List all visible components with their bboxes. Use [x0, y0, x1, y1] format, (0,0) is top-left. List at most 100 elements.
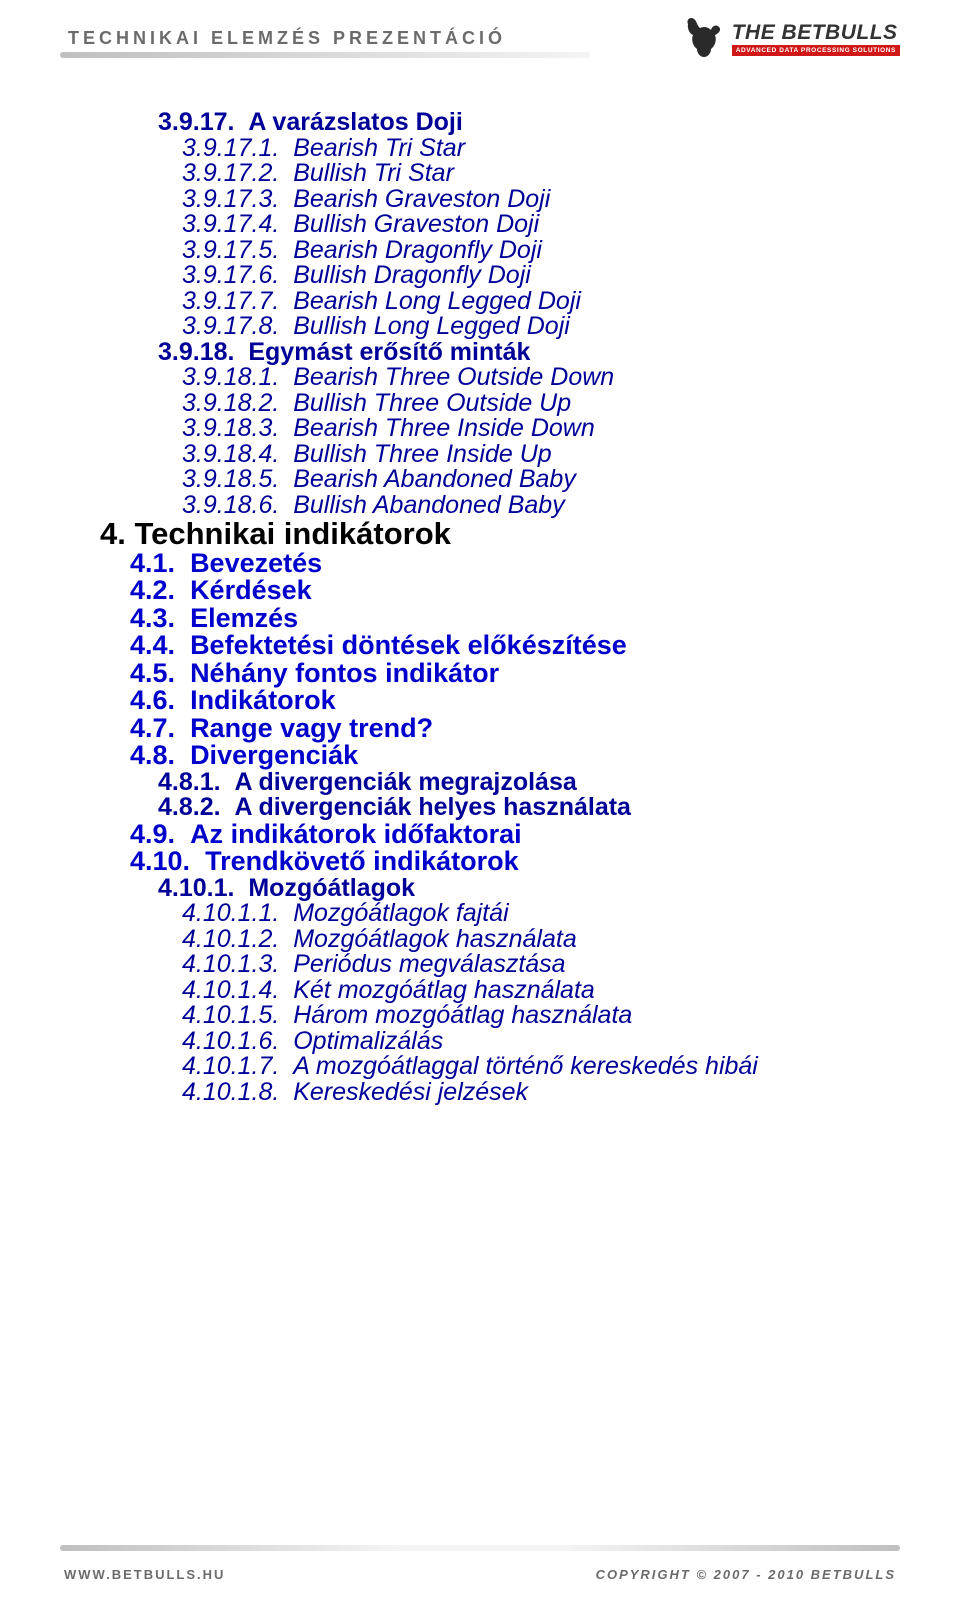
toc-number: 4.: [100, 516, 126, 551]
toc-row: 3.9.17.2. Bullish Tri Star: [182, 161, 880, 187]
toc-row: 4.2. Kérdések: [130, 577, 880, 605]
toc-title: Divergenciák: [190, 740, 358, 770]
toc-title: Bearish Three Inside Down: [293, 414, 595, 442]
toc-number: 4.1.: [130, 548, 175, 578]
toc-row: 4.10.1. Mozgóátlagok: [158, 876, 880, 902]
toc-row: 4.3. Elemzés: [130, 605, 880, 633]
footer-copyright: COPYRIGHT © 2007 - 2010 BETBULLS: [596, 1567, 896, 1582]
toc-title: Bearish Long Legged Doji: [293, 287, 581, 315]
toc-number: 4.10.1.5.: [182, 1001, 279, 1029]
toc-title: A divergenciák helyes használata: [234, 793, 630, 821]
toc-row: 4.6. Indikátorok: [130, 687, 880, 715]
toc-title: Bullish Three Outside Up: [293, 389, 571, 417]
toc-title: Egymást erősítő minták: [248, 338, 530, 366]
toc-number: 3.9.17.5.: [182, 236, 279, 264]
toc-title: Elemzés: [190, 603, 298, 633]
toc-number: 3.9.18.1.: [182, 363, 279, 391]
toc-title: Mozgóátlagok használata: [293, 925, 577, 953]
page-header: TECHNIKAI ELEMZÉS PREZENTÁCIÓ THE BETBUL…: [0, 0, 960, 76]
toc-title: Periódus megválasztása: [293, 950, 565, 978]
footer-url: WWW.BETBULLS.HU: [64, 1567, 225, 1582]
toc-title: Bullish Dragonfly Doji: [293, 261, 531, 289]
toc-row: 3.9.18. Egymást erősítő minták: [158, 340, 880, 366]
toc-row: 4.8.2. A divergenciák helyes használata: [158, 795, 880, 821]
toc-number: 3.9.17.4.: [182, 210, 279, 238]
toc-row: 3.9.17.3. Bearish Graveston Doji: [182, 187, 880, 213]
toc-row: 3.9.18.6. Bullish Abandoned Baby: [182, 493, 880, 519]
toc-row: 3.9.18.3. Bearish Three Inside Down: [182, 416, 880, 442]
header-title: TECHNIKAI ELEMZÉS PREZENTÁCIÓ: [68, 28, 682, 49]
toc-title: Indikátorok: [190, 685, 336, 715]
toc-row: 3.9.17.1. Bearish Tri Star: [182, 136, 880, 162]
logo-sub: ADVANCED DATA PROCESSING SOLUTIONS: [732, 45, 900, 56]
toc-title: Bullish Three Inside Up: [293, 440, 551, 468]
header-rule: [60, 52, 590, 58]
toc-title: A divergenciák megrajzolása: [234, 768, 576, 796]
toc-title: Kereskedési jelzések: [293, 1078, 528, 1106]
toc-number: 3.9.17.2.: [182, 159, 279, 187]
toc-row: 4.1. Bevezetés: [130, 550, 880, 578]
toc-number: 4.10.1.4.: [182, 976, 279, 1004]
toc-number: 4.3.: [130, 603, 175, 633]
toc-title: Bullish Abandoned Baby: [293, 491, 565, 519]
toc-number: 4.8.: [130, 740, 175, 770]
toc-number: 4.6.: [130, 685, 175, 715]
toc-title: Bearish Dragonfly Doji: [293, 236, 542, 264]
toc-row: 4.10.1.3. Periódus megválasztása: [182, 952, 880, 978]
toc-number: 4.10.1.7.: [182, 1052, 279, 1080]
toc-number: 4.10.1.1.: [182, 899, 279, 927]
toc-title: Az indikátorok időfaktorai: [190, 819, 522, 849]
toc-number: 4.2.: [130, 575, 175, 605]
toc-row: 4.10.1.8. Kereskedési jelzések: [182, 1080, 880, 1106]
logo-text: THE BETBULLS ADVANCED DATA PROCESSING SO…: [732, 21, 900, 56]
toc-number: 4.10.1.8.: [182, 1078, 279, 1106]
toc-row: 4.8.1. A divergenciák megrajzolása: [158, 770, 880, 796]
toc-row: 3.9.18.5. Bearish Abandoned Baby: [182, 467, 880, 493]
toc-title: Bearish Abandoned Baby: [293, 465, 576, 493]
logo-main: THE BETBULLS: [732, 21, 898, 45]
toc-title: Bearish Three Outside Down: [293, 363, 614, 391]
toc-number: 3.9.18.4.: [182, 440, 279, 468]
toc-row: 4.10.1.4. Két mozgóátlag használata: [182, 978, 880, 1004]
toc-title: Néhány fontos indikátor: [190, 658, 499, 688]
toc-title: Range vagy trend?: [190, 713, 433, 743]
toc-title: A mozgóátlaggal történő kereskedés hibái: [293, 1052, 758, 1080]
toc-number: 3.9.17.: [158, 108, 234, 136]
toc-row: 3.9.17.6. Bullish Dragonfly Doji: [182, 263, 880, 289]
toc-number: 3.9.17.3.: [182, 185, 279, 213]
toc-title: Kérdések: [190, 575, 312, 605]
toc-row: 4.10.1.6. Optimalizálás: [182, 1029, 880, 1055]
toc-title: Trendkövető indikátorok: [205, 846, 519, 876]
toc-row: 4.10.1.5. Három mozgóátlag használata: [182, 1003, 880, 1029]
toc-row: 3.9.17.7. Bearish Long Legged Doji: [182, 289, 880, 315]
toc-number: 3.9.18.5.: [182, 465, 279, 493]
page-footer: WWW.BETBULLS.HU COPYRIGHT © 2007 - 2010 …: [0, 1531, 960, 1597]
toc-number: 4.7.: [130, 713, 175, 743]
toc-row: 4.4. Befektetési döntések előkészítése: [130, 632, 880, 660]
toc-row: 3.9.17.8. Bullish Long Legged Doji: [182, 314, 880, 340]
bull-icon: [682, 16, 724, 60]
toc-number: 4.10.1.: [158, 874, 234, 902]
toc-row: 4.9. Az indikátorok időfaktorai: [130, 821, 880, 849]
toc-title: Bullish Graveston Doji: [293, 210, 539, 238]
toc-title: Bearish Graveston Doji: [293, 185, 550, 213]
toc-number: 4.8.2.: [158, 793, 221, 821]
toc-row: 3.9.18.2. Bullish Three Outside Up: [182, 391, 880, 417]
toc-row: 3.9.18.1. Bearish Three Outside Down: [182, 365, 880, 391]
toc-title: Technikai indikátorok: [134, 516, 450, 551]
toc-number: 4.10.1.3.: [182, 950, 279, 978]
toc-title: Bullish Long Legged Doji: [293, 312, 570, 340]
toc-number: 4.9.: [130, 819, 175, 849]
toc-title: Bevezetés: [190, 548, 322, 578]
toc-row: 4.10. Trendkövető indikátorok: [130, 848, 880, 876]
toc-number: 3.9.18.2.: [182, 389, 279, 417]
toc-title: Bearish Tri Star: [293, 134, 465, 162]
toc-number: 3.9.18.: [158, 338, 234, 366]
toc-number: 3.9.17.6.: [182, 261, 279, 289]
table-of-contents: 3.9.17. A varázslatos Doji3.9.17.1. Bear…: [100, 110, 880, 1105]
toc-row: 4.8. Divergenciák: [130, 742, 880, 770]
toc-title: Bullish Tri Star: [293, 159, 454, 187]
toc-number: 4.5.: [130, 658, 175, 688]
toc-number: 3.9.17.1.: [182, 134, 279, 162]
toc-row: 3.9.17. A varázslatos Doji: [158, 110, 880, 136]
